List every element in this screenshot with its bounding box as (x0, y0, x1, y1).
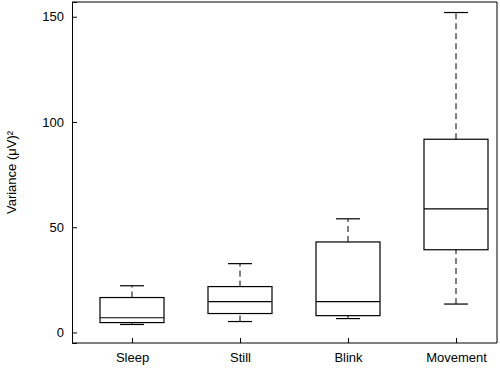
median (100, 317, 164, 318)
x-tick-label: Blink (334, 350, 363, 365)
x-tick: Blink (334, 338, 363, 365)
box (424, 139, 488, 250)
y-tick-mark (72, 17, 77, 18)
upper-whisker (348, 219, 349, 242)
upper-whisker (240, 264, 241, 287)
y-tick-mark (72, 332, 77, 333)
lower-whisker (240, 314, 241, 322)
y-tick: 150 (42, 9, 77, 24)
x-tick: Still (230, 338, 251, 365)
max-cap (444, 12, 468, 13)
y-tick-mark (72, 122, 77, 123)
x-tick-mark (456, 338, 457, 343)
y-axis-title: Variance (μV)² (4, 130, 19, 214)
upper-whisker (132, 286, 133, 298)
x-tick-label: Movement (426, 350, 487, 365)
min-cap (228, 321, 252, 322)
frame (497, 2, 498, 343)
median (424, 208, 488, 209)
max-cap (336, 218, 360, 219)
min-cap (336, 318, 360, 319)
y-tick-label: 0 (57, 325, 64, 340)
y-axis: 0 50 100 150 (42, 3, 77, 344)
boxes (100, 13, 488, 325)
x-tick-label: Still (230, 350, 251, 365)
x-tick-mark (240, 338, 241, 343)
lower-whisker (456, 250, 457, 304)
max-cap (120, 285, 144, 286)
y-tick: 100 (42, 115, 77, 130)
y-tick: 50 (50, 220, 77, 235)
frame (72, 2, 497, 3)
box (208, 287, 272, 314)
x-tick: Sleep (116, 338, 149, 365)
x-tick-label: Sleep (116, 350, 149, 365)
x-axis: Sleep Still Blink Movement (72, 338, 497, 365)
box-group (424, 13, 488, 305)
x-tick-mark (132, 338, 133, 343)
box (100, 298, 164, 323)
x-tick: Movement (426, 338, 487, 365)
y-tick-label: 50 (50, 220, 64, 235)
median (316, 301, 380, 302)
upper-whisker (456, 13, 457, 140)
box-group (208, 264, 272, 322)
box-group (316, 219, 380, 319)
box (316, 242, 380, 316)
max-cap (228, 263, 252, 264)
chart: 0 50 100 150 Sleep Still Blink Movement Variance… (0, 0, 500, 368)
y-tick-label: 150 (42, 9, 64, 24)
median (208, 301, 272, 302)
y-tick-label: 100 (42, 115, 64, 130)
box-group (100, 286, 164, 325)
x-tick-mark (348, 338, 349, 343)
min-cap (120, 324, 144, 325)
y-axis-line (73, 3, 78, 344)
x-axis-line (72, 343, 497, 344)
min-cap (444, 303, 468, 304)
y-tick-mark (72, 227, 77, 228)
y-tick: 0 (57, 325, 77, 340)
